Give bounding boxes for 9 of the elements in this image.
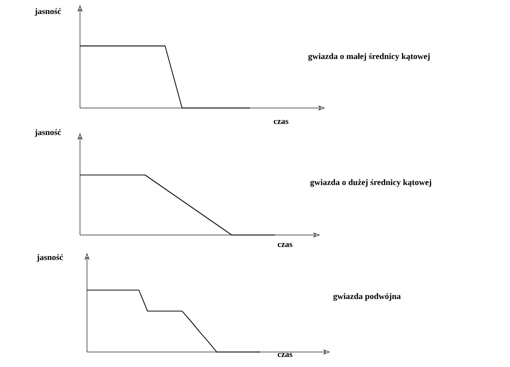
text: gwiazda podwójna (333, 293, 401, 301)
y-axis-title: jasność (34, 8, 62, 16)
x-axis-title: czas (274, 120, 288, 124)
x-axis-title: czas (278, 352, 292, 358)
y-axis-title: jasność (34, 129, 62, 137)
x-axis-title: czas (278, 242, 292, 248)
y-axis-title: jasność (36, 254, 63, 262)
text: gwiazda o dużej średnicy kątowej (310, 179, 432, 187)
text: gwiazda o małej średnicy kątowej (308, 53, 430, 61)
